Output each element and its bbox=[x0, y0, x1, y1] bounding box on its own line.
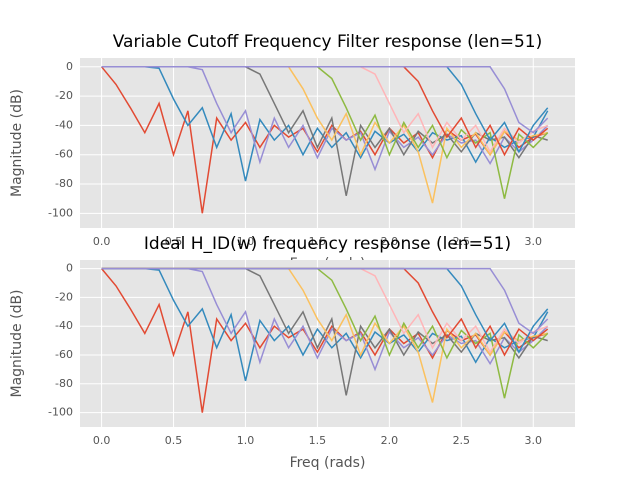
y-tick-label: -60 bbox=[55, 148, 73, 161]
y-tick-label: -100 bbox=[48, 206, 73, 219]
x-tick-label: 2.5 bbox=[453, 434, 471, 447]
x-axis-label: Freq (rads) bbox=[290, 455, 366, 471]
x-tick-label: 3.0 bbox=[525, 235, 543, 248]
data-line bbox=[101, 267, 549, 335]
y-tick-label: -80 bbox=[55, 177, 73, 190]
x-tick-label: 2.0 bbox=[381, 434, 399, 447]
chart-title: Ideal H_ID(w) frequency response (len=51… bbox=[144, 234, 511, 254]
y-tick-label: -20 bbox=[55, 290, 73, 303]
x-tick-label: 0.0 bbox=[93, 434, 111, 447]
y-axis-label: Magnitude (dB) bbox=[9, 289, 25, 397]
y-tick-label: -40 bbox=[55, 319, 73, 332]
y-tick-label: 0 bbox=[66, 60, 73, 73]
x-tick-label: 1.5 bbox=[309, 235, 327, 248]
y-tick-label: -80 bbox=[55, 377, 73, 390]
x-tick-label: 1.5 bbox=[309, 434, 327, 447]
data-line bbox=[101, 267, 549, 382]
y-tick-label: -40 bbox=[55, 118, 73, 131]
data-line bbox=[101, 66, 549, 134]
y-tick-label: -20 bbox=[55, 89, 73, 102]
x-tick-label: 3.0 bbox=[525, 434, 543, 447]
x-tick-label: 2.5 bbox=[453, 235, 471, 248]
chart-title: Variable Cutoff Frequency Filter respons… bbox=[113, 32, 543, 52]
y-axis-label: Magnitude (dB) bbox=[9, 89, 25, 197]
x-tick-label: 0.0 bbox=[93, 235, 111, 248]
data-line bbox=[101, 66, 549, 182]
x-tick-label: 2.0 bbox=[381, 235, 399, 248]
y-tick-label: -60 bbox=[55, 348, 73, 361]
x-tick-label: 1.0 bbox=[237, 235, 255, 248]
y-tick-label: -100 bbox=[48, 406, 73, 419]
x-tick-label: 0.5 bbox=[165, 235, 183, 248]
x-tick-label: 1.0 bbox=[237, 434, 255, 447]
x-tick-label: 0.5 bbox=[165, 434, 183, 447]
y-tick-label: 0 bbox=[66, 262, 73, 275]
